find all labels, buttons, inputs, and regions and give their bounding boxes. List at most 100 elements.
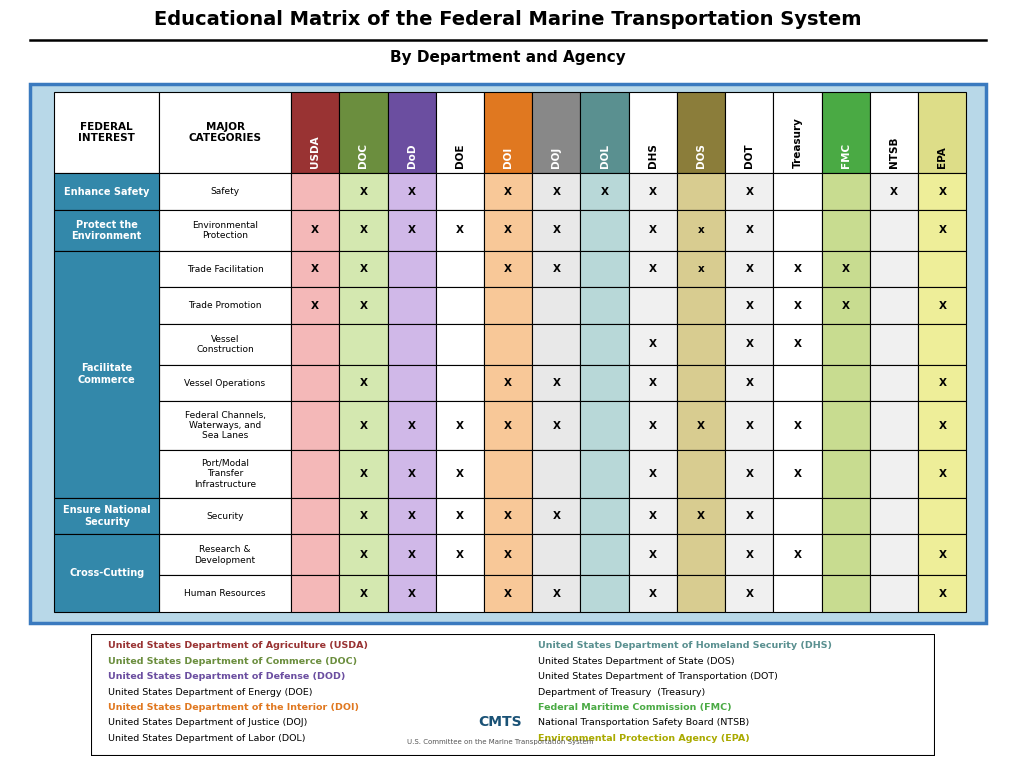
- Bar: [580, 92, 629, 173]
- Bar: [580, 401, 629, 450]
- Text: United States Department of Energy (DOE): United States Department of Energy (DOE): [109, 688, 313, 697]
- Bar: [822, 324, 870, 365]
- Bar: [870, 324, 918, 365]
- Bar: [677, 173, 725, 210]
- Text: X: X: [649, 186, 656, 196]
- Text: X: X: [746, 264, 753, 274]
- Text: X: X: [793, 468, 802, 479]
- Text: Trade Facilitation: Trade Facilitation: [187, 264, 263, 274]
- Bar: [532, 450, 580, 498]
- Text: X: X: [746, 468, 753, 479]
- Text: FMC: FMC: [841, 143, 850, 168]
- Bar: [55, 173, 160, 210]
- Bar: [339, 210, 387, 251]
- Text: X: X: [793, 264, 802, 274]
- Bar: [55, 535, 160, 612]
- Bar: [291, 365, 339, 401]
- Bar: [822, 287, 870, 324]
- Bar: [339, 287, 387, 324]
- Bar: [580, 535, 629, 575]
- Bar: [918, 498, 966, 535]
- Bar: [436, 575, 484, 612]
- Bar: [387, 450, 436, 498]
- Text: X: X: [697, 420, 705, 431]
- Bar: [291, 535, 339, 575]
- Bar: [822, 365, 870, 401]
- Bar: [291, 498, 339, 535]
- Bar: [160, 401, 291, 450]
- Bar: [918, 210, 966, 251]
- Text: X: X: [553, 264, 561, 274]
- Text: X: X: [553, 225, 561, 235]
- Bar: [436, 173, 484, 210]
- Text: X: X: [746, 301, 753, 311]
- Bar: [677, 365, 725, 401]
- Bar: [918, 401, 966, 450]
- Bar: [291, 401, 339, 450]
- Bar: [918, 535, 966, 575]
- Text: DHS: DHS: [648, 143, 657, 168]
- Bar: [725, 401, 773, 450]
- Bar: [725, 450, 773, 498]
- Text: X: X: [504, 511, 512, 521]
- Bar: [580, 450, 629, 498]
- Bar: [773, 287, 822, 324]
- Bar: [870, 287, 918, 324]
- Bar: [532, 535, 580, 575]
- Bar: [484, 450, 532, 498]
- Text: X: X: [360, 468, 368, 479]
- Bar: [291, 287, 339, 324]
- Bar: [629, 92, 677, 173]
- Bar: [918, 450, 966, 498]
- Text: X: X: [360, 511, 368, 521]
- Bar: [918, 173, 966, 210]
- Bar: [773, 498, 822, 535]
- Text: X: X: [842, 301, 849, 311]
- Text: Federal Channels,
Waterways, and
Sea Lanes: Federal Channels, Waterways, and Sea Lan…: [185, 410, 265, 440]
- Bar: [870, 173, 918, 210]
- Bar: [629, 210, 677, 251]
- Bar: [387, 251, 436, 287]
- Text: Security: Security: [206, 512, 244, 520]
- Bar: [387, 575, 436, 612]
- Text: X: X: [649, 511, 656, 521]
- Text: DOI: DOI: [503, 147, 513, 168]
- Text: X: X: [697, 511, 705, 521]
- Bar: [725, 498, 773, 535]
- Bar: [580, 498, 629, 535]
- Text: X: X: [939, 550, 946, 560]
- Text: EPA: EPA: [938, 146, 947, 168]
- Bar: [677, 324, 725, 365]
- Text: DOC: DOC: [359, 143, 369, 168]
- Bar: [339, 575, 387, 612]
- Text: X: X: [504, 378, 512, 388]
- Text: U.S. Committee on the Marine Transportation System: U.S. Committee on the Marine Transportat…: [407, 739, 593, 745]
- Text: Research &
Development: Research & Development: [194, 545, 256, 565]
- Text: X: X: [553, 588, 561, 598]
- Bar: [773, 535, 822, 575]
- Text: USDA: USDA: [310, 135, 320, 168]
- Bar: [773, 324, 822, 365]
- Text: X: X: [939, 186, 946, 196]
- Text: X: X: [407, 550, 416, 560]
- Bar: [580, 251, 629, 287]
- Bar: [387, 401, 436, 450]
- Bar: [436, 324, 484, 365]
- Text: DOJ: DOJ: [552, 147, 562, 168]
- Bar: [339, 401, 387, 450]
- Text: X: X: [360, 264, 368, 274]
- Text: X: X: [456, 420, 464, 431]
- Text: United States Department of Transportation (DOT): United States Department of Transportati…: [538, 672, 778, 681]
- Bar: [339, 251, 387, 287]
- Text: United States Department of the Interior (DOI): United States Department of the Interior…: [109, 703, 360, 712]
- Bar: [55, 92, 160, 173]
- Bar: [677, 287, 725, 324]
- Text: FEDERAL
INTEREST: FEDERAL INTEREST: [78, 122, 135, 144]
- Text: X: X: [649, 420, 656, 431]
- Bar: [725, 251, 773, 287]
- Text: X: X: [793, 301, 802, 311]
- Text: X: X: [939, 225, 946, 235]
- Text: X: X: [504, 588, 512, 598]
- Bar: [580, 365, 629, 401]
- Bar: [773, 92, 822, 173]
